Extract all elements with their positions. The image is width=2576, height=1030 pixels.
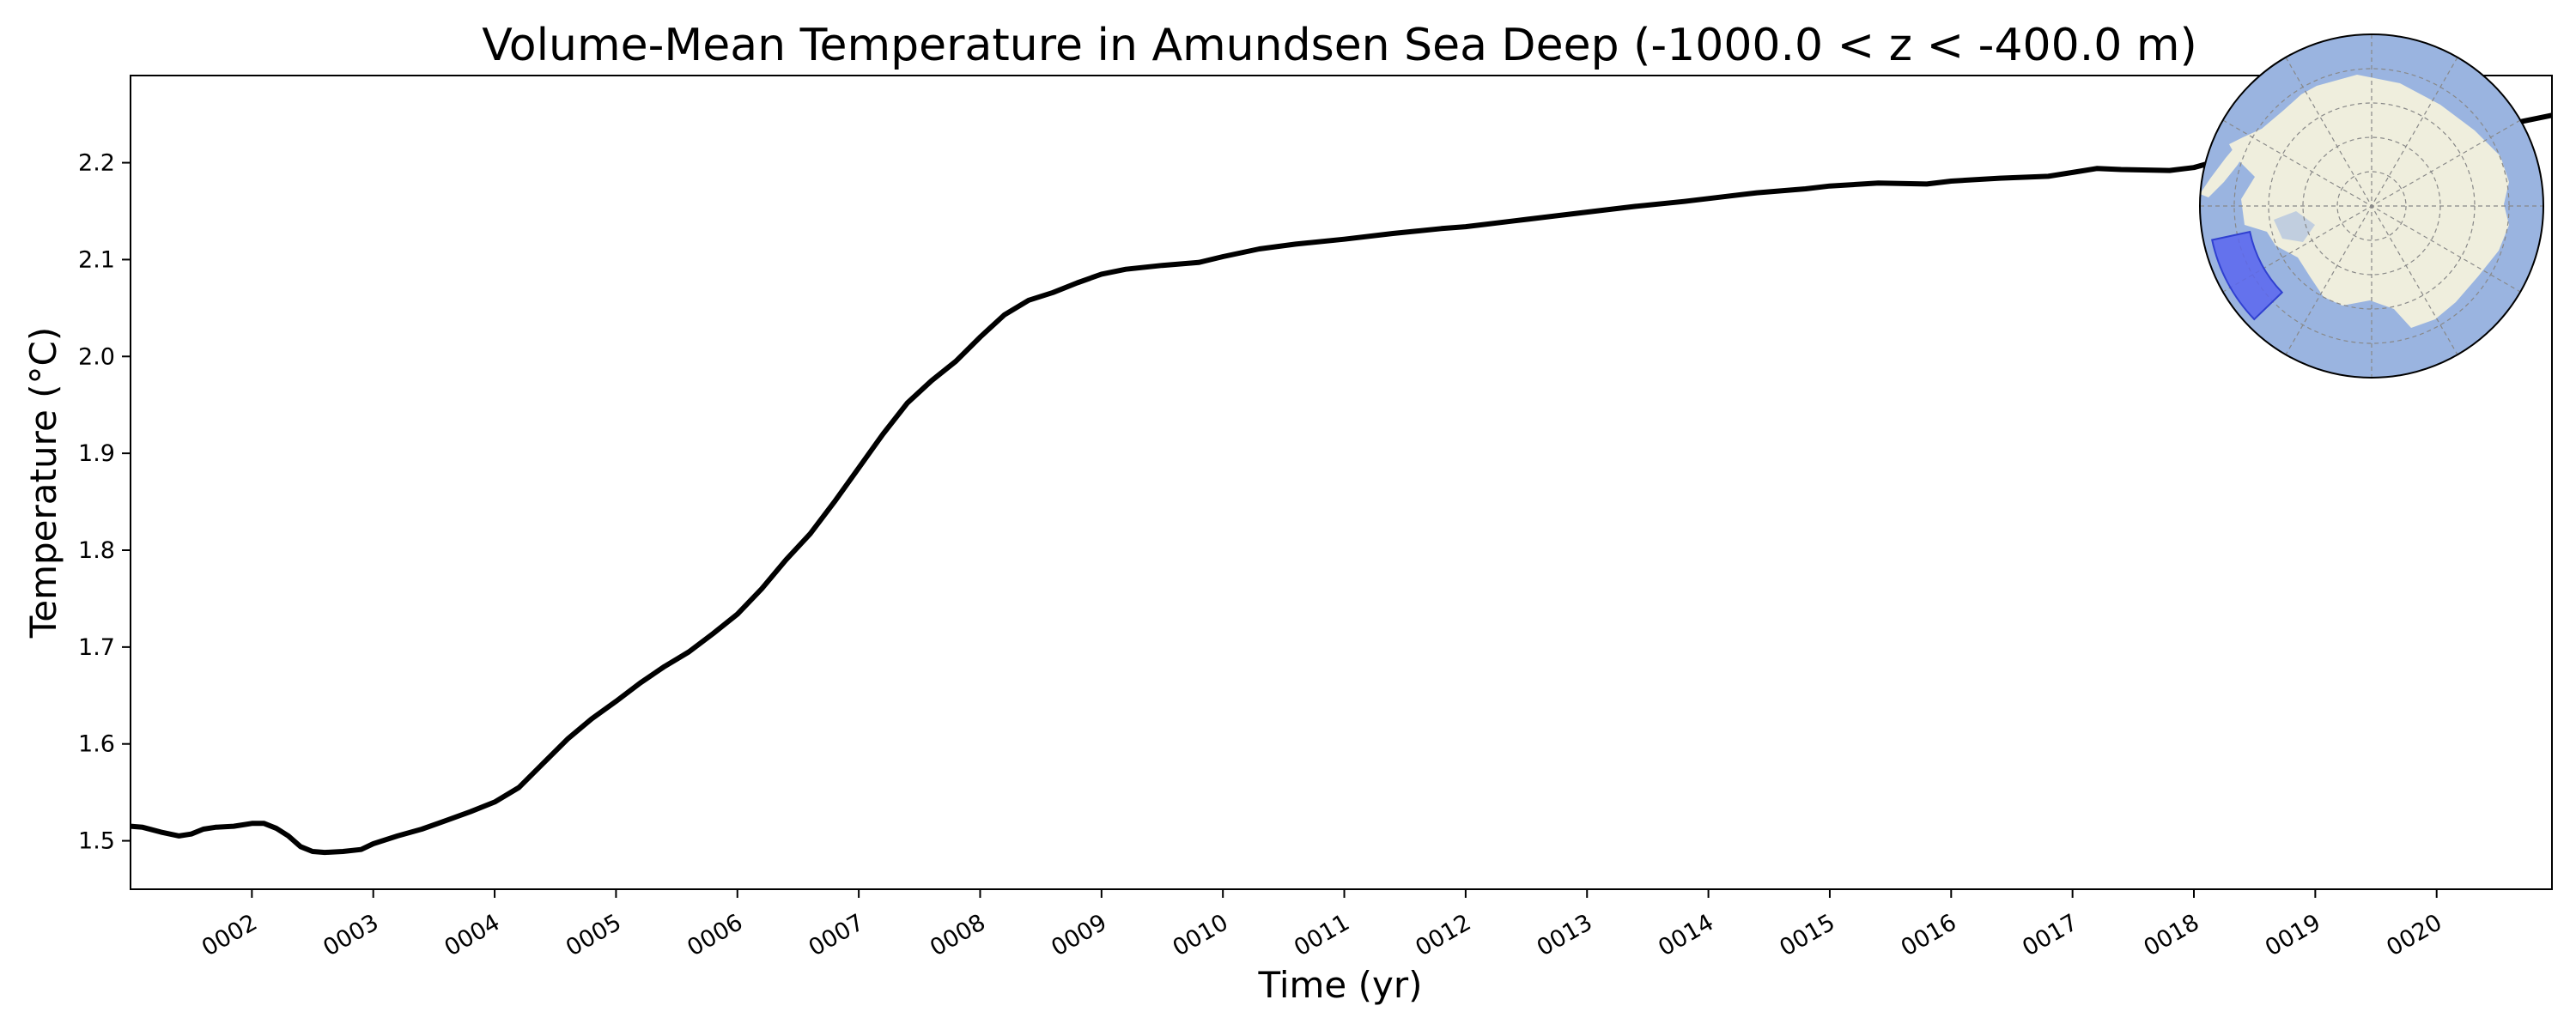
y-tick-label: 1.8 [78, 537, 115, 564]
map-graticule [2200, 34, 2543, 378]
y-tick-label: 2.2 [78, 150, 115, 177]
antarctic-peninsula [2200, 137, 2248, 197]
x-axis-label: Time (yr) [1257, 964, 1422, 1006]
amundsen-sea-region [2211, 230, 2284, 321]
y-tick-label: 1.9 [78, 440, 115, 467]
inset-antarctica-map [2199, 33, 2544, 379]
latitude-circle [2336, 171, 2407, 241]
plot-frame [130, 75, 2553, 890]
temperature-series-line [130, 112, 2553, 856]
y-tick-label: 1.6 [78, 731, 115, 758]
y-tick-label: 2.0 [78, 343, 115, 370]
y-tick-label: 1.5 [78, 828, 115, 855]
y-tick-label: 1.7 [78, 634, 115, 661]
map-outline [2199, 33, 2544, 379]
y-axis-label: Temperature (°C) [22, 327, 64, 639]
chart-title: Volume-Mean Temperature in Amundsen Sea … [482, 20, 2197, 71]
longitude-line [2222, 119, 2521, 293]
y-tick-label: 2.1 [78, 246, 115, 273]
